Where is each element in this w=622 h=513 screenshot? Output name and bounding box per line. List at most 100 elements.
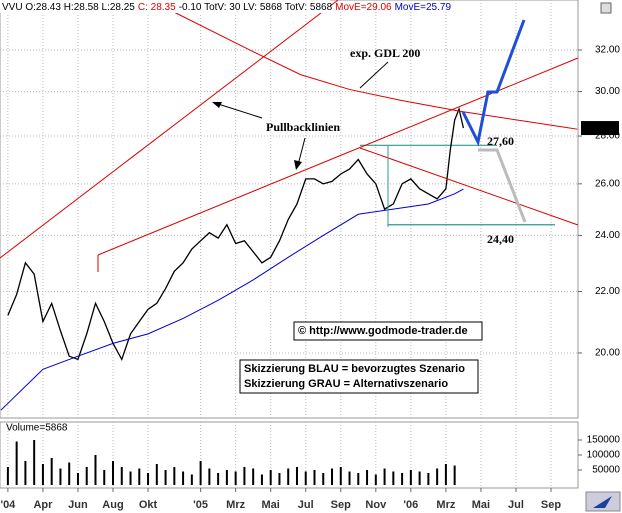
volume-bar xyxy=(33,440,36,485)
header-bg xyxy=(0,0,330,13)
x-tick-label: '04 xyxy=(0,499,16,511)
x-tick-label: Sep xyxy=(541,499,561,511)
volume-bar xyxy=(120,467,123,485)
volume-bar xyxy=(392,471,395,485)
x-tick-label: Sep xyxy=(331,499,351,511)
volume-bar xyxy=(225,470,228,485)
x-tick-label: '06 xyxy=(403,499,418,511)
y-tick-label: 26.00 xyxy=(595,178,620,189)
volume-bar xyxy=(243,467,246,485)
volume-bar xyxy=(138,468,141,485)
volume-bar xyxy=(6,467,9,485)
series-line xyxy=(160,4,578,130)
x-tick-label: Jul xyxy=(298,499,314,511)
corner-icon[interactable] xyxy=(585,491,621,512)
volume-bar xyxy=(94,455,97,485)
volume-bar xyxy=(234,471,237,485)
grid xyxy=(0,0,578,488)
volume-bar xyxy=(173,467,176,485)
header-item: -0.10 TotV: 30 LV: 5868 TotV: 5868 xyxy=(179,2,333,13)
annotation: Pullbacklinien xyxy=(266,120,340,134)
header-item: MovE=29.06 xyxy=(335,2,392,13)
y-tick-label: 150000 xyxy=(587,435,621,446)
annotation: Skizzierung GRAU = Alternativszenario xyxy=(244,378,448,390)
volume-bar xyxy=(199,461,202,485)
volume-bar xyxy=(68,462,71,485)
y-tick-label: 20.00 xyxy=(595,348,620,359)
grey-scenario xyxy=(478,148,527,223)
volume-bar xyxy=(252,468,255,485)
series-line xyxy=(7,106,465,362)
x-tick-label: Aug xyxy=(102,499,123,511)
y-tick-label: 32.00 xyxy=(595,45,620,56)
level-label: 27,60 xyxy=(487,134,514,148)
volume-bar xyxy=(15,441,18,485)
volume-bar xyxy=(112,461,115,485)
volume-bar xyxy=(436,468,439,485)
y-tick-label: 22.00 xyxy=(595,286,620,297)
copyright-box xyxy=(293,321,483,341)
volume-bar xyxy=(453,465,456,485)
volume-bar xyxy=(129,471,132,485)
x-tick-label: Nov xyxy=(365,499,387,511)
header-item: MovE=25.79 xyxy=(395,2,452,13)
header-item: VVU O:28.43 H:28.58 L:28.25 xyxy=(2,2,135,13)
volume-bar xyxy=(374,474,377,485)
header-item: C: 28.35 xyxy=(138,2,176,13)
legend-box xyxy=(239,359,479,394)
volume-bar xyxy=(418,471,421,485)
volume-bar xyxy=(208,468,211,485)
volume-bar xyxy=(217,473,220,485)
volume-bar xyxy=(103,470,106,485)
x-tick-label: Jun xyxy=(68,499,88,511)
arrowhead xyxy=(212,102,222,108)
price-panel xyxy=(0,0,579,419)
marks xyxy=(0,4,578,485)
last-price-box xyxy=(581,121,619,136)
arrowhead xyxy=(294,160,302,170)
arrow xyxy=(297,137,306,166)
window-icon[interactable] xyxy=(600,2,612,14)
x-tick-label: Mai xyxy=(262,499,280,511)
volume-bar xyxy=(147,473,150,485)
volume-bar xyxy=(357,473,360,485)
arrow xyxy=(214,102,263,119)
volume-bar xyxy=(366,470,369,485)
volume-bar xyxy=(295,467,298,485)
last-price-label: 28.35 xyxy=(587,123,612,134)
level-label: 24,40 xyxy=(487,232,514,246)
volume-bar xyxy=(76,473,79,485)
volume-bar xyxy=(409,470,412,485)
arrow xyxy=(359,61,389,89)
x-tick-label: Mrz xyxy=(226,499,245,511)
volume-bar xyxy=(313,470,316,485)
volume-bar xyxy=(155,464,158,485)
y-tick-label: 50000 xyxy=(592,465,620,476)
volume-bar xyxy=(278,473,281,485)
volume-bar xyxy=(322,473,325,485)
x-tick-label: Jul xyxy=(508,499,524,511)
volume-bar xyxy=(287,468,290,485)
y-tick-label: 30.00 xyxy=(595,86,620,97)
trend-line xyxy=(359,147,579,226)
y-tick-label: 100000 xyxy=(587,450,621,461)
corner-glyph xyxy=(593,496,612,508)
y-tick-label: 24.00 xyxy=(595,230,620,241)
x-tick-label: Mai xyxy=(472,499,490,511)
volume-bar xyxy=(348,471,351,485)
blue-scenario xyxy=(461,19,526,147)
annotation: exp. GDL 200 xyxy=(350,46,420,60)
annotation: Skizzierung BLAU = bevorzugtes Szenario xyxy=(244,363,465,375)
volume-bar xyxy=(427,473,430,485)
volume-bar xyxy=(50,458,53,485)
header: VVU O:28.43 H:28.58 L:28.25 C: 28.35 -0.10… xyxy=(2,2,451,13)
volume-bar xyxy=(41,464,44,485)
volume-bar xyxy=(339,467,342,485)
trend-line xyxy=(0,0,339,259)
volume-bar xyxy=(59,468,62,485)
volume-bar xyxy=(164,470,167,485)
x-tick-label: Apr xyxy=(33,499,53,511)
volume-bar xyxy=(383,468,386,485)
volume-bar xyxy=(260,474,263,485)
